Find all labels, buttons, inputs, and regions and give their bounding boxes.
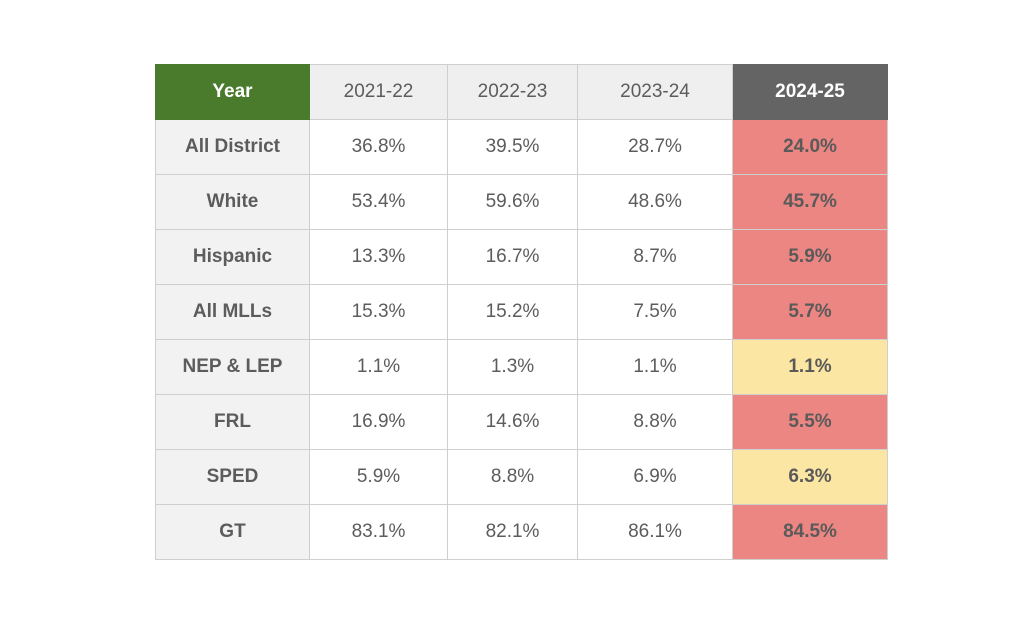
table-row: Hispanic 13.3% 16.7% 8.7% 5.9%: [155, 229, 888, 285]
row-label: Hispanic: [155, 229, 310, 285]
value-cell: 1.1%: [577, 339, 733, 395]
value-cell: 1.1%: [309, 339, 448, 395]
current-year-value-cell: 24.0%: [732, 119, 888, 175]
value-cell: 39.5%: [447, 119, 578, 175]
value-cell: 15.3%: [309, 284, 448, 340]
value-cell: 6.9%: [577, 449, 733, 505]
value-cell: 82.1%: [447, 504, 578, 560]
current-year-value-cell: 84.5%: [732, 504, 888, 560]
value-cell: 28.7%: [577, 119, 733, 175]
current-year-value-cell: 6.3%: [732, 449, 888, 505]
row-label: All MLLs: [155, 284, 310, 340]
value-cell: 8.8%: [447, 449, 578, 505]
value-cell: 8.8%: [577, 394, 733, 450]
column-header-2022-23: 2022-23: [447, 64, 578, 120]
value-cell: 5.9%: [309, 449, 448, 505]
value-cell: 59.6%: [447, 174, 578, 230]
year-header-cell: Year: [155, 64, 310, 120]
value-cell: 16.7%: [447, 229, 578, 285]
row-label: White: [155, 174, 310, 230]
value-cell: 8.7%: [577, 229, 733, 285]
value-cell: 14.6%: [447, 394, 578, 450]
value-cell: 1.3%: [447, 339, 578, 395]
current-year-value-cell: 1.1%: [732, 339, 888, 395]
value-cell: 48.6%: [577, 174, 733, 230]
current-year-value-cell: 5.9%: [732, 229, 888, 285]
data-table-container: Year 2021-22 2022-23 2023-24 2024-25 All…: [155, 64, 888, 560]
header-row: Year 2021-22 2022-23 2023-24 2024-25: [155, 64, 888, 120]
value-cell: 53.4%: [309, 174, 448, 230]
column-header-2021-22: 2021-22: [309, 64, 448, 120]
table-row: SPED 5.9% 8.8% 6.9% 6.3%: [155, 449, 888, 505]
value-cell: 16.9%: [309, 394, 448, 450]
column-header-2024-25: 2024-25: [732, 64, 888, 120]
current-year-value-cell: 5.7%: [732, 284, 888, 340]
table-row: All District 36.8% 39.5% 28.7% 24.0%: [155, 119, 888, 175]
table-row: NEP & LEP 1.1% 1.3% 1.1% 1.1%: [155, 339, 888, 395]
value-cell: 86.1%: [577, 504, 733, 560]
value-cell: 36.8%: [309, 119, 448, 175]
table-row: GT 83.1% 82.1% 86.1% 84.5%: [155, 504, 888, 560]
table-body: All District 36.8% 39.5% 28.7% 24.0% White 53.…: [155, 119, 888, 560]
value-cell: 13.3%: [309, 229, 448, 285]
row-label: FRL: [155, 394, 310, 450]
current-year-value-cell: 5.5%: [732, 394, 888, 450]
row-label: All District: [155, 119, 310, 175]
data-table: Year 2021-22 2022-23 2023-24 2024-25 All…: [155, 64, 888, 560]
table-row: FRL 16.9% 14.6% 8.8% 5.5%: [155, 394, 888, 450]
value-cell: 7.5%: [577, 284, 733, 340]
current-year-value-cell: 45.7%: [732, 174, 888, 230]
value-cell: 83.1%: [309, 504, 448, 560]
table-row: White 53.4% 59.6% 48.6% 45.7%: [155, 174, 888, 230]
column-header-2023-24: 2023-24: [577, 64, 733, 120]
value-cell: 15.2%: [447, 284, 578, 340]
row-label: NEP & LEP: [155, 339, 310, 395]
row-label: SPED: [155, 449, 310, 505]
row-label: GT: [155, 504, 310, 560]
table-row: All MLLs 15.3% 15.2% 7.5% 5.7%: [155, 284, 888, 340]
